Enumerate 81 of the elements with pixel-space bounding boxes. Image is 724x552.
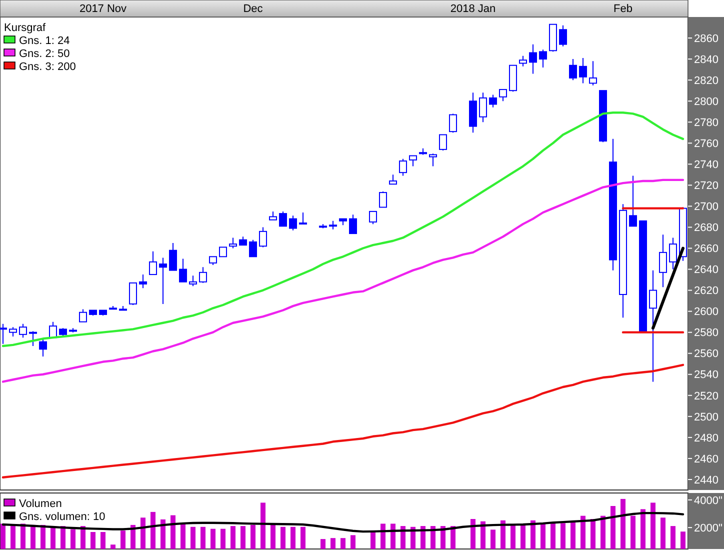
y-tick-label: 2720 [694,180,718,192]
candlestick [229,237,237,249]
legend-label: Gns. 2: 50 [19,48,70,60]
candlestick [159,257,167,304]
y-tick-label: 2600 [694,306,718,318]
x-tick-label: Dec [243,3,264,15]
candlestick [539,49,547,68]
candlestick [519,55,527,67]
y-tick-label: 2740 [694,159,718,172]
candlestick [259,226,267,248]
line-series [2,178,684,383]
candlestick [389,174,397,185]
candlestick [379,190,387,208]
candlestick [649,270,657,382]
y-tick-label: 2680 [694,222,718,234]
line-series [2,364,684,478]
y-tick-label: 2660 [694,243,718,256]
y-tick-label: 2640 [694,264,718,276]
y-tick-label: 2700 [694,201,718,214]
y-tick-label: 2000" [694,522,722,534]
candlestick [569,58,577,81]
x-tick-label: 2018 Jan [450,3,496,15]
line-series [2,112,684,348]
candlestick [149,250,157,276]
candlestick [139,274,147,289]
y-tick-label: 4000" [694,494,722,507]
candlestick [659,234,667,288]
candlestick [369,210,377,225]
legend-title: Kursgraf [4,22,47,34]
candlestick [449,113,457,134]
candlestick [129,282,137,306]
candlestick [9,326,17,338]
candlestick [589,60,597,86]
y-tick-label: 2520 [694,390,718,402]
legend-label: Gns. 1: 24 [19,35,70,47]
candlestick [479,92,487,123]
candlestick [499,89,507,102]
legend-label: Gns. 3: 200 [19,61,76,73]
legend-label: Gns. volumen: 10 [19,511,106,523]
y-tick-label: 2540 [694,369,718,382]
candlestick [189,275,197,287]
legend-label: Volumen [19,498,62,510]
y-tick-label: 2560 [694,348,718,360]
candlestick [529,44,537,74]
candlestick [29,330,37,346]
y-tick-label: 2580 [694,327,718,340]
y-tick-label: 2820 [694,74,718,87]
x-tick-label: Feb [614,3,632,15]
y-tick-label: 2840 [694,54,718,66]
candlestick [349,214,357,234]
y-tick-label: 2780 [694,116,718,129]
line-series [2,512,684,533]
candlestick [19,323,27,338]
candlestick [199,266,207,284]
candlestick [179,258,187,282]
candlestick [289,215,297,231]
y-tick-label: 2500 [694,411,718,424]
y-tick-label: 2480 [694,432,718,444]
y-tick-label: 2460 [694,453,718,466]
candlestick [669,237,677,270]
y-tick-label: 2860 [694,32,718,45]
candlestick [39,338,47,358]
candlestick [559,24,567,47]
y-tick-label: 2620 [694,285,718,298]
y-tick-label: 2760 [694,138,718,150]
candlestick [399,158,407,176]
candlestick [299,212,307,225]
candlestick [219,246,227,258]
candlestick [489,94,497,108]
y-tick-label: 2440 [694,474,718,486]
candlestick [579,57,587,84]
candlestick [79,308,87,322]
candlestick [169,242,177,271]
y-tick-label: 2800 [694,96,718,108]
candlestick [439,134,447,151]
candlestick [249,239,257,258]
x-tick-label: 2017 Nov [79,3,128,15]
candlestick [409,155,417,167]
candlestick [629,175,637,227]
candlestick [279,210,287,227]
candlestick [429,153,437,167]
